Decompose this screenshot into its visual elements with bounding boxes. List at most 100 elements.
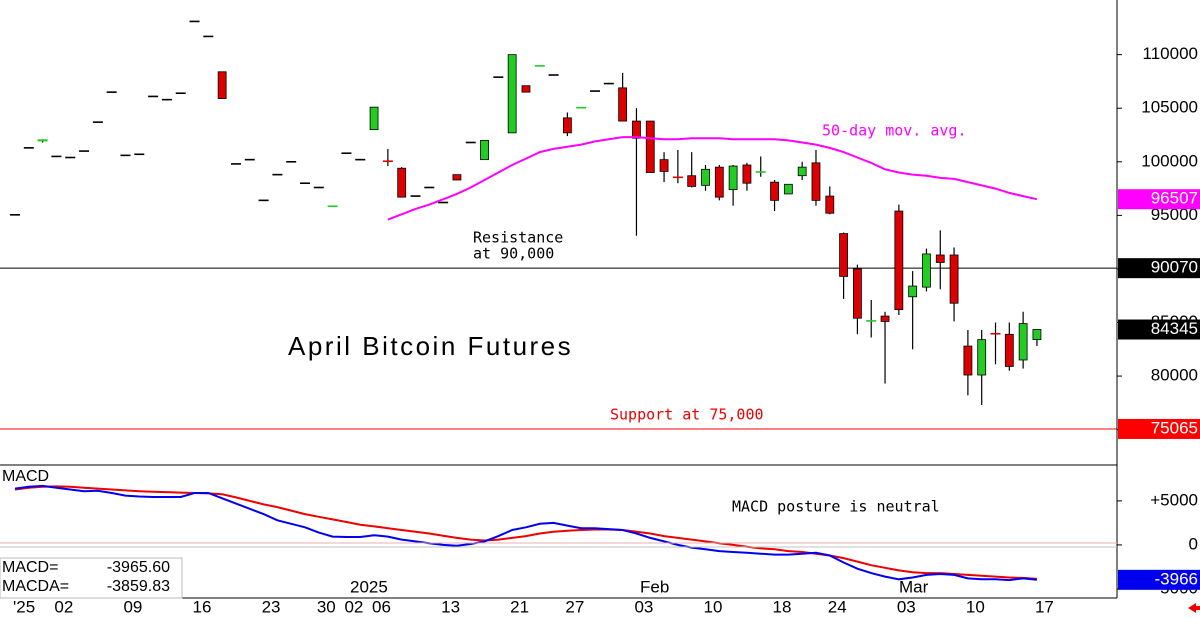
candle-body bbox=[672, 176, 683, 179]
candle-body bbox=[770, 181, 779, 201]
period-label: Mar bbox=[899, 577, 929, 596]
chart-title: April Bitcoin Futures bbox=[288, 331, 573, 361]
x-tick-label: 10 bbox=[704, 597, 723, 616]
candle-body bbox=[659, 159, 669, 172]
candle-body bbox=[410, 195, 421, 197]
candle-body bbox=[424, 186, 435, 189]
candle-body bbox=[79, 150, 90, 152]
candle-body bbox=[563, 117, 572, 134]
price-tag-label: 84345 bbox=[1151, 319, 1198, 338]
candle-body bbox=[908, 285, 918, 298]
candle-body bbox=[755, 171, 766, 173]
candle-body bbox=[397, 167, 407, 198]
candle-body bbox=[452, 174, 462, 181]
candle-body bbox=[272, 173, 283, 176]
price-tag-label: 75065 bbox=[1151, 418, 1198, 437]
scroll-arrow-icon[interactable] bbox=[1188, 603, 1200, 613]
y-tick-label: 110000 bbox=[1143, 44, 1198, 63]
annotation: Support at 75,000 bbox=[610, 406, 764, 424]
candle-body bbox=[120, 154, 131, 157]
price-tag bbox=[1118, 418, 1200, 439]
annotation: MACD posture is neutral bbox=[732, 498, 940, 516]
candle-body bbox=[10, 214, 20, 216]
price-tag-label: -3966 bbox=[1155, 569, 1198, 588]
panel-title: MACD bbox=[2, 468, 49, 485]
candle-body bbox=[866, 320, 877, 322]
tags-layer: 90070 75065 96507 84345 -3966 bbox=[1118, 189, 1200, 590]
candle-body bbox=[1032, 329, 1042, 341]
x-tick-label: 17 bbox=[1035, 597, 1054, 616]
candle-body bbox=[880, 315, 890, 322]
period-label: 2025 bbox=[350, 577, 388, 596]
x-tick-label: '25 bbox=[13, 597, 35, 616]
candle-body bbox=[23, 147, 34, 149]
candle-body bbox=[382, 160, 393, 163]
candle-body bbox=[148, 95, 159, 98]
candle-body bbox=[797, 166, 807, 177]
series-line bbox=[14, 484, 1038, 582]
candle-body bbox=[230, 163, 241, 165]
marks-layer bbox=[10, 20, 1042, 582]
candle-body bbox=[687, 175, 697, 187]
price-tag bbox=[1118, 189, 1200, 210]
candle-body bbox=[203, 35, 214, 38]
candle-body bbox=[521, 85, 531, 93]
candle-body bbox=[327, 205, 338, 208]
candle-body bbox=[825, 195, 835, 214]
x-tick-label: 24 bbox=[828, 597, 847, 616]
candle-body bbox=[258, 199, 269, 202]
candle-body bbox=[990, 332, 1001, 335]
candle-body bbox=[701, 168, 710, 186]
candle-body bbox=[853, 268, 862, 319]
candle-body bbox=[313, 186, 324, 189]
period-label: Feb bbox=[640, 577, 669, 596]
x-tick-label: 21 bbox=[510, 597, 529, 616]
x-tick-label: 30 bbox=[317, 597, 336, 616]
candle-body bbox=[1018, 323, 1028, 361]
candle-body bbox=[977, 339, 987, 376]
candle-body bbox=[949, 254, 959, 304]
candle-body bbox=[576, 106, 587, 109]
candle-body bbox=[286, 160, 297, 163]
candle-body bbox=[714, 166, 724, 198]
x-tick-label: 02 bbox=[54, 597, 73, 616]
candle-body bbox=[134, 153, 145, 156]
candle-body bbox=[106, 91, 117, 93]
candle-body bbox=[1004, 333, 1014, 367]
y-tick-label: 100000 bbox=[1141, 151, 1198, 170]
candle-body bbox=[92, 121, 103, 123]
price-tag-label: 90070 bbox=[1151, 258, 1198, 277]
candle-body bbox=[244, 158, 255, 161]
candle-body bbox=[65, 156, 76, 159]
candle-body bbox=[300, 182, 311, 185]
x-tick-label: 09 bbox=[123, 597, 142, 616]
readout-box bbox=[0, 557, 183, 599]
candle-body bbox=[438, 201, 449, 204]
candle-body bbox=[548, 74, 559, 76]
candle-body bbox=[161, 98, 172, 101]
candle-body bbox=[922, 253, 931, 288]
x-tick-label: 03 bbox=[634, 597, 653, 616]
candle-body bbox=[935, 254, 945, 263]
candle-body bbox=[217, 71, 227, 99]
candle-body bbox=[465, 141, 476, 144]
y-tick-label: 80000 bbox=[1151, 366, 1198, 385]
candle-body bbox=[37, 139, 48, 142]
series-line bbox=[14, 485, 1037, 580]
series-line bbox=[387, 136, 1038, 221]
x-tick-label: 27 bbox=[565, 597, 584, 616]
x-tick-label: 23 bbox=[262, 597, 281, 616]
price-tag-label: 96507 bbox=[1151, 189, 1198, 208]
annotation: at 90,000 bbox=[473, 245, 554, 263]
candle-body bbox=[963, 345, 973, 376]
candle-body bbox=[189, 20, 200, 23]
y-tick-label: 95000 bbox=[1151, 205, 1198, 224]
candle-body bbox=[618, 87, 628, 122]
y-tick-label: 0 bbox=[1189, 534, 1198, 553]
candle-body bbox=[507, 54, 517, 134]
candle-body bbox=[603, 82, 614, 85]
price-tag bbox=[1118, 319, 1200, 340]
x-tick-label: 06 bbox=[372, 597, 391, 616]
